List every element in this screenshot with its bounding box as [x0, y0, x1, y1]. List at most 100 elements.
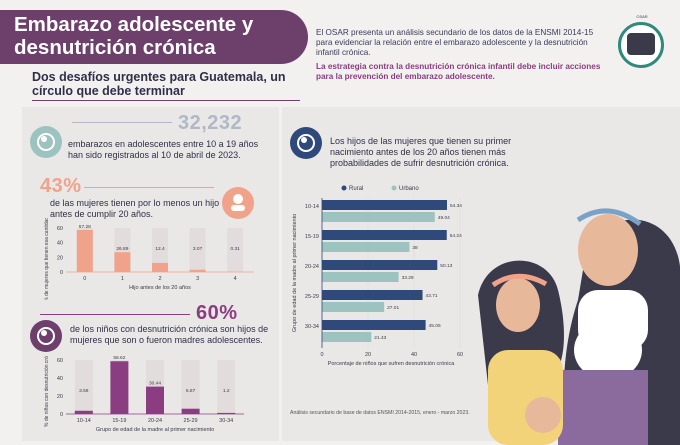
x-tick-label: 3: [196, 276, 199, 282]
fetus-navy-icon: [290, 127, 322, 159]
legend-label: Rural: [349, 186, 363, 192]
x-tick-label: 2: [158, 276, 161, 282]
bar: [322, 290, 423, 300]
page-subtitle: Dos desafíos urgentes para Guatemala, un…: [32, 70, 286, 98]
bar: [322, 272, 399, 282]
value-label: 21.43: [374, 335, 386, 341]
y-axis-title: % de mujeres que tienen esa cantidad de …: [44, 218, 50, 300]
bar-bg: [74, 360, 93, 414]
y-axis-title: Grupo de edad de la madre al primer naci…: [292, 214, 298, 332]
x-tick-label: 10-14: [77, 418, 91, 424]
bar-bg: [181, 360, 200, 414]
value-label: 5.87: [186, 388, 196, 394]
bar: [322, 200, 447, 210]
births-text: embarazos en adolescentes entre 10 a 19 …: [68, 139, 259, 160]
y-tick-label: 60: [57, 358, 63, 364]
bar: [217, 412, 236, 414]
y-axis-title: % de niños con desnutrición crónica: [44, 356, 50, 427]
subtitle-divider: [32, 100, 300, 101]
x-axis-title: Porcentaje de niños que sufren desnutric…: [328, 361, 456, 367]
bar: [322, 320, 426, 330]
value-label: 27.01: [387, 305, 399, 311]
bar: [322, 302, 385, 312]
x-axis-title: Hijo antes de los 20 años: [129, 285, 191, 291]
value-label: 54.24: [450, 233, 462, 239]
bar: [74, 410, 93, 414]
pct2-number: 60%: [196, 302, 238, 324]
y-tick-label: 25-29: [305, 294, 319, 300]
intro-highlight: La estrategia contra la desnutrición cró…: [316, 62, 601, 81]
value-label: 33.29: [402, 275, 414, 281]
bar: [322, 332, 372, 342]
y-tick-label: 40: [57, 376, 63, 382]
bar: [322, 212, 435, 222]
y-tick-label: 60: [57, 226, 63, 232]
mothers-illustration: [478, 208, 680, 445]
footnote: Análisis secundario de base de datos ENS…: [290, 410, 470, 416]
fetus-icon: [30, 126, 62, 158]
bar-bg: [152, 228, 168, 272]
x-tick-label: 20: [365, 352, 371, 358]
bar-bg: [217, 360, 236, 414]
pct2-text: de los niños con desnutrición crónica so…: [70, 324, 269, 345]
malnutrition-age-chart: 0 20 40 60 3.59 10-14 58.62 15-19 30.44 20-24 5.87…: [44, 356, 244, 433]
x-axis-title: Grupo de edad de la madre al primer naci…: [96, 427, 214, 433]
bar: [152, 262, 168, 272]
value-label: 58.62: [113, 356, 125, 361]
value-label: 3.07: [193, 246, 203, 252]
legend-swatch: [341, 185, 347, 191]
births-number: 32,232: [178, 112, 243, 134]
bar: [189, 269, 206, 272]
pct1-line: [84, 187, 214, 188]
y-tick-label: 0: [60, 412, 63, 418]
page-title: Embarazo adolescente y desnutrición crón…: [14, 13, 254, 59]
value-label: 43.71: [426, 293, 438, 299]
x-tick-label: 15-19: [112, 418, 126, 424]
value-label: 30.44: [149, 381, 161, 387]
y-tick-label: 30-34: [305, 324, 319, 330]
y-tick-label: 10-14: [305, 204, 319, 210]
y-tick-label: 40: [57, 241, 63, 247]
x-tick-label: 60: [457, 352, 463, 358]
legend-swatch: [391, 185, 397, 191]
bar: [322, 230, 447, 240]
bar: [181, 408, 200, 414]
x-tick-label: 4: [234, 276, 237, 282]
children-count-chart: 0 20 40 60 57.28 0 26.89 1 12.4 2 3.07 3 0.31 4 Hijo a…: [44, 218, 254, 300]
y-tick-label: 15-19: [305, 234, 319, 240]
value-label: 1.2: [223, 388, 230, 394]
mother-baby-icon: [222, 187, 254, 219]
y-tick-label: 0: [60, 270, 63, 276]
x-tick-label: 25-29: [184, 418, 198, 424]
bar: [322, 242, 410, 252]
bar: [114, 252, 131, 272]
value-label: 38: [412, 245, 418, 251]
value-label: 26.89: [116, 246, 128, 252]
bar: [110, 361, 129, 414]
bar: [322, 260, 438, 270]
y-tick-label: 20: [57, 394, 63, 400]
x-tick-label: 0: [320, 352, 323, 358]
x-tick-label: 0: [83, 276, 86, 282]
value-label: 3.59: [79, 388, 89, 394]
x-tick-label: 20-24: [148, 418, 162, 424]
legend-label: Urbano: [399, 186, 419, 192]
value-label: 50.13: [440, 263, 452, 269]
pct1-text: de las mujeres tienen por lo menos un hi…: [50, 198, 220, 219]
x-tick-label: 40: [411, 352, 417, 358]
logo-text: OSAR: [636, 14, 648, 19]
pct1-number: 43%: [40, 175, 82, 197]
value-label: 49.04: [438, 215, 450, 221]
value-label: 12.4: [155, 246, 165, 252]
bar-bg: [227, 228, 244, 272]
pct2-line: [40, 314, 190, 315]
bar: [146, 386, 164, 414]
x-tick-label: 30-34: [219, 418, 233, 424]
value-label: 0.31: [231, 246, 241, 252]
value-label: 45.05: [429, 323, 441, 329]
right-stat-text: Los hijos de las mujeres que tienen su p…: [330, 136, 512, 168]
y-tick-label: 20: [57, 255, 63, 261]
title-banner: [0, 10, 308, 64]
value-label: 57.28: [79, 224, 91, 230]
